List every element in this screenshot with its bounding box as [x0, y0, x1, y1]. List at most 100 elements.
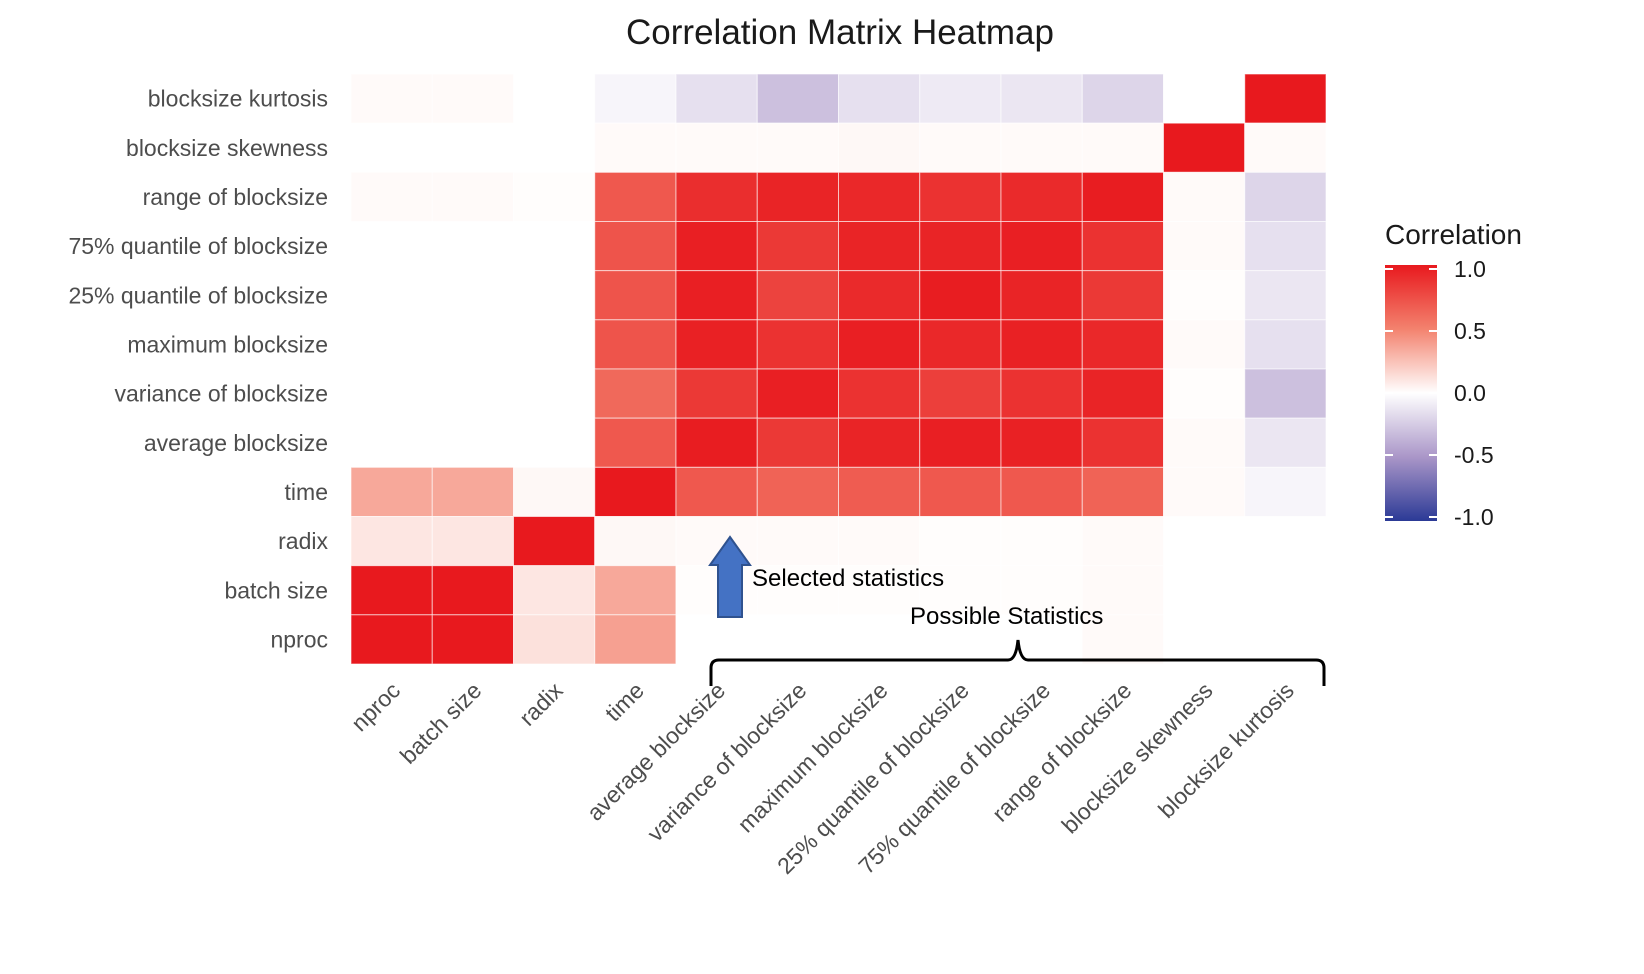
- y-tick-label: range of blocksize: [143, 184, 328, 210]
- y-tick-label: time: [285, 479, 328, 505]
- x-tick-label: blocksize kurtosis: [1153, 677, 1299, 823]
- heatmap-cell: [756, 614, 839, 665]
- heatmap-cell: [1163, 73, 1246, 124]
- heatmap-cell: [756, 270, 839, 321]
- heatmap-cell: [1000, 221, 1083, 272]
- x-tick-label: variance of blocksize: [642, 677, 811, 846]
- y-tick-label: 75% quantile of blocksize: [68, 233, 328, 259]
- y-tick-label: radix: [278, 528, 328, 554]
- heatmap-cell: [513, 368, 596, 419]
- heatmap-cell: [1081, 122, 1164, 173]
- heatmap-cell: [838, 221, 921, 272]
- heatmap-cell: [756, 319, 839, 370]
- possible-statistics-annotation: Possible Statistics: [709, 603, 1326, 686]
- heatmap-cell: [1081, 221, 1164, 272]
- heatmap-cell: [1081, 417, 1164, 468]
- heatmap-cell: [1244, 368, 1327, 419]
- heatmap-cell: [675, 368, 758, 419]
- heatmap-cell: [756, 73, 839, 124]
- heatmap-cell: [594, 319, 677, 370]
- heatmap-cell: [756, 565, 839, 616]
- heatmap-cell: [675, 565, 758, 616]
- heatmap-cell: [919, 466, 1002, 518]
- x-tick-label: range of blocksize: [987, 677, 1136, 826]
- heatmap-cell: [1000, 73, 1083, 124]
- heatmap-cell: [838, 516, 921, 567]
- heatmap-cell: [1000, 122, 1083, 173]
- heatmap-cell: [350, 565, 433, 616]
- heatmap-cell: [919, 565, 1002, 616]
- heatmap-cell: [513, 516, 596, 567]
- heatmap-cell: [1244, 319, 1327, 370]
- legend-tick-label: -1.0: [1454, 504, 1494, 530]
- heatmap-cell: [675, 171, 758, 222]
- heatmap-cell: [350, 368, 433, 419]
- heatmap-cell: [919, 270, 1002, 321]
- heatmap-cell: [756, 466, 839, 518]
- heatmap-cell: [513, 122, 596, 173]
- heatmap-cell: [431, 368, 514, 419]
- heatmap-cell: [756, 221, 839, 272]
- y-tick-label: nproc: [270, 626, 328, 652]
- heatmap-cell: [1081, 319, 1164, 370]
- heatmap-cell: [431, 614, 514, 665]
- heatmap-cell: [1000, 171, 1083, 222]
- x-tick-label: time: [600, 677, 649, 726]
- legend-tick-label: -0.5: [1454, 442, 1494, 468]
- heatmap-cell: [1163, 417, 1246, 468]
- legend-tick-label: 1.0: [1454, 256, 1486, 282]
- heatmap-cell: [594, 122, 677, 173]
- heatmap-cell: [675, 221, 758, 272]
- legend-tick-label: 0.0: [1454, 380, 1486, 406]
- x-tick-label: radix: [514, 677, 568, 731]
- y-tick-label: 25% quantile of blocksize: [68, 282, 328, 308]
- heatmap-cell: [594, 171, 677, 222]
- heatmap-cell: [1244, 565, 1327, 616]
- heatmap-cell: [919, 221, 1002, 272]
- y-axis-labels: blocksize kurtosis blocksize skewness rang…: [68, 86, 328, 653]
- heatmap-cell: [594, 565, 677, 616]
- heatmap-cell: [431, 221, 514, 272]
- heatmap-cell: [513, 565, 596, 616]
- legend: Correlation 1.0 0.5 0.0 -0.5 -1.0: [1385, 219, 1522, 530]
- heatmap-cell: [1163, 516, 1246, 567]
- heatmap-cell: [838, 171, 921, 222]
- heatmap-cell: [350, 171, 433, 222]
- heatmap-cell: [594, 73, 677, 124]
- heatmap-cell: [1244, 466, 1327, 518]
- y-tick-label: maximum blocksize: [127, 331, 328, 357]
- heatmap-cell: [838, 417, 921, 468]
- heatmap-cell: [431, 565, 514, 616]
- heatmap-cell: [1000, 319, 1083, 370]
- heatmap-cell: [919, 417, 1002, 468]
- heatmap-cell: [675, 319, 758, 370]
- heatmap-cell: [1081, 516, 1164, 567]
- heatmap-cell: [1244, 417, 1327, 468]
- heatmap-cell: [1244, 171, 1327, 222]
- heatmap-cell: [594, 368, 677, 419]
- heatmap-cell: [1000, 565, 1083, 616]
- heatmap-cell: [350, 319, 433, 370]
- heatmap-cell: [838, 565, 921, 616]
- heatmap-cell: [838, 319, 921, 370]
- y-tick-label: batch size: [224, 577, 328, 603]
- heatmap-cell: [919, 171, 1002, 222]
- heatmap-cell: [838, 73, 921, 124]
- heatmap-cell: [1163, 171, 1246, 222]
- heatmap-cell: [675, 466, 758, 518]
- heatmap-cell: [1244, 221, 1327, 272]
- y-tick-label: blocksize kurtosis: [148, 86, 328, 112]
- heatmap-cell: [1000, 516, 1083, 567]
- heatmap-cell: [1163, 565, 1246, 616]
- heatmap-cell: [1163, 270, 1246, 321]
- heatmap-cell: [594, 417, 677, 468]
- heatmap-cell: [1000, 368, 1083, 419]
- heatmap-cell: [513, 417, 596, 468]
- heatmap-cell: [1163, 614, 1246, 665]
- heatmap-cell: [594, 270, 677, 321]
- heatmap-cell: [1081, 73, 1164, 124]
- heatmap-cell: [350, 516, 433, 567]
- heatmap-cell: [1081, 565, 1164, 616]
